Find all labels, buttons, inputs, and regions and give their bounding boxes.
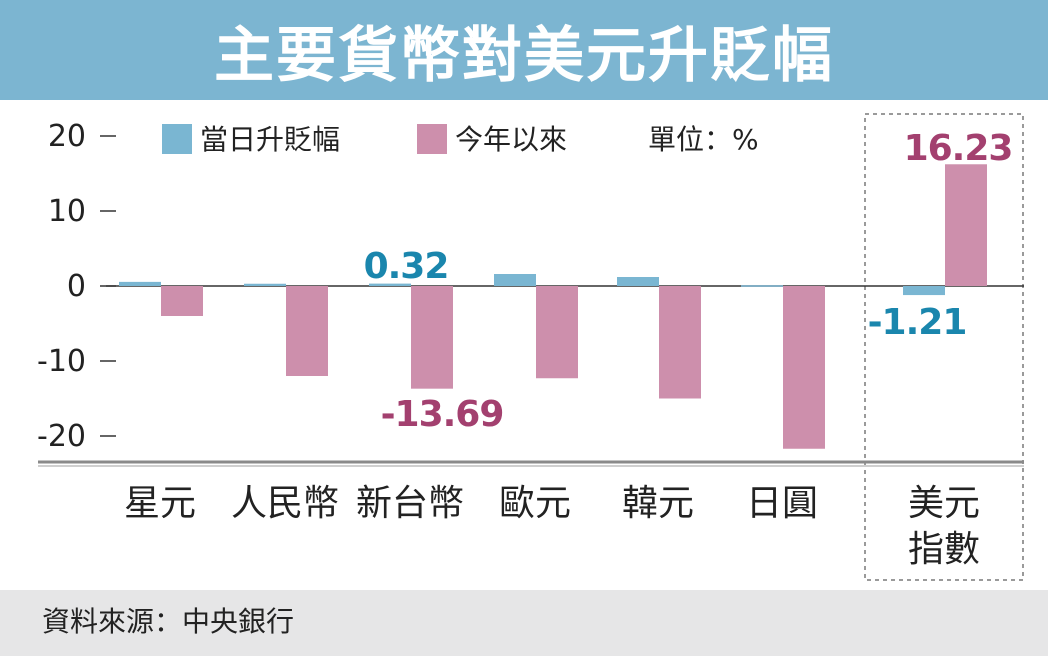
x-category-label: 星元 [124,483,196,524]
y-tick-label: -10 [37,344,86,379]
data-label: 16.23 [904,128,1013,169]
bar-ytd [411,286,453,389]
data-label: -1.21 [868,302,967,343]
x-category-label: 美元 [908,483,980,524]
bar-daily [617,277,659,286]
bar-ytd [161,286,203,316]
bar-daily [244,283,286,286]
bar-daily [119,281,161,286]
bar-ytd [945,164,987,286]
y-tick-label: -20 [37,419,86,454]
y-tick-label: 0 [67,269,86,304]
title-banner [0,0,1048,100]
bar-ytd [783,286,825,449]
data-label: 0.32 [364,246,449,287]
source-note: 資料來源：中央銀行 [42,605,295,638]
y-tick-label: 20 [48,119,86,154]
bar-ytd [659,286,701,399]
legend-label-daily: 當日升貶幅 [200,123,340,156]
bar-daily [903,286,945,296]
unit-label: 單位：% [648,123,759,156]
source-bar [0,590,1048,656]
x-category-label: 韓元 [622,483,694,524]
legend-swatch-daily [162,124,192,154]
x-category-label: 指數 [908,529,980,570]
x-category-label: 歐元 [499,483,571,524]
chart-title: 主要貨幣對美元升貶幅 [214,20,834,91]
x-category-label: 人民幣 [231,483,339,524]
bar-daily [741,285,783,287]
x-category-label: 日圓 [746,483,818,524]
x-category-label: 新台幣 [356,483,464,524]
bar-ytd [536,286,578,379]
bar-ytd [286,286,328,376]
bar-daily [494,274,536,286]
y-tick-label: 10 [48,194,86,229]
legend-label-ytd: 今年以來 [455,123,567,156]
data-label: -13.69 [381,394,504,435]
bar-daily [369,283,411,286]
legend-swatch-ytd [417,124,447,154]
